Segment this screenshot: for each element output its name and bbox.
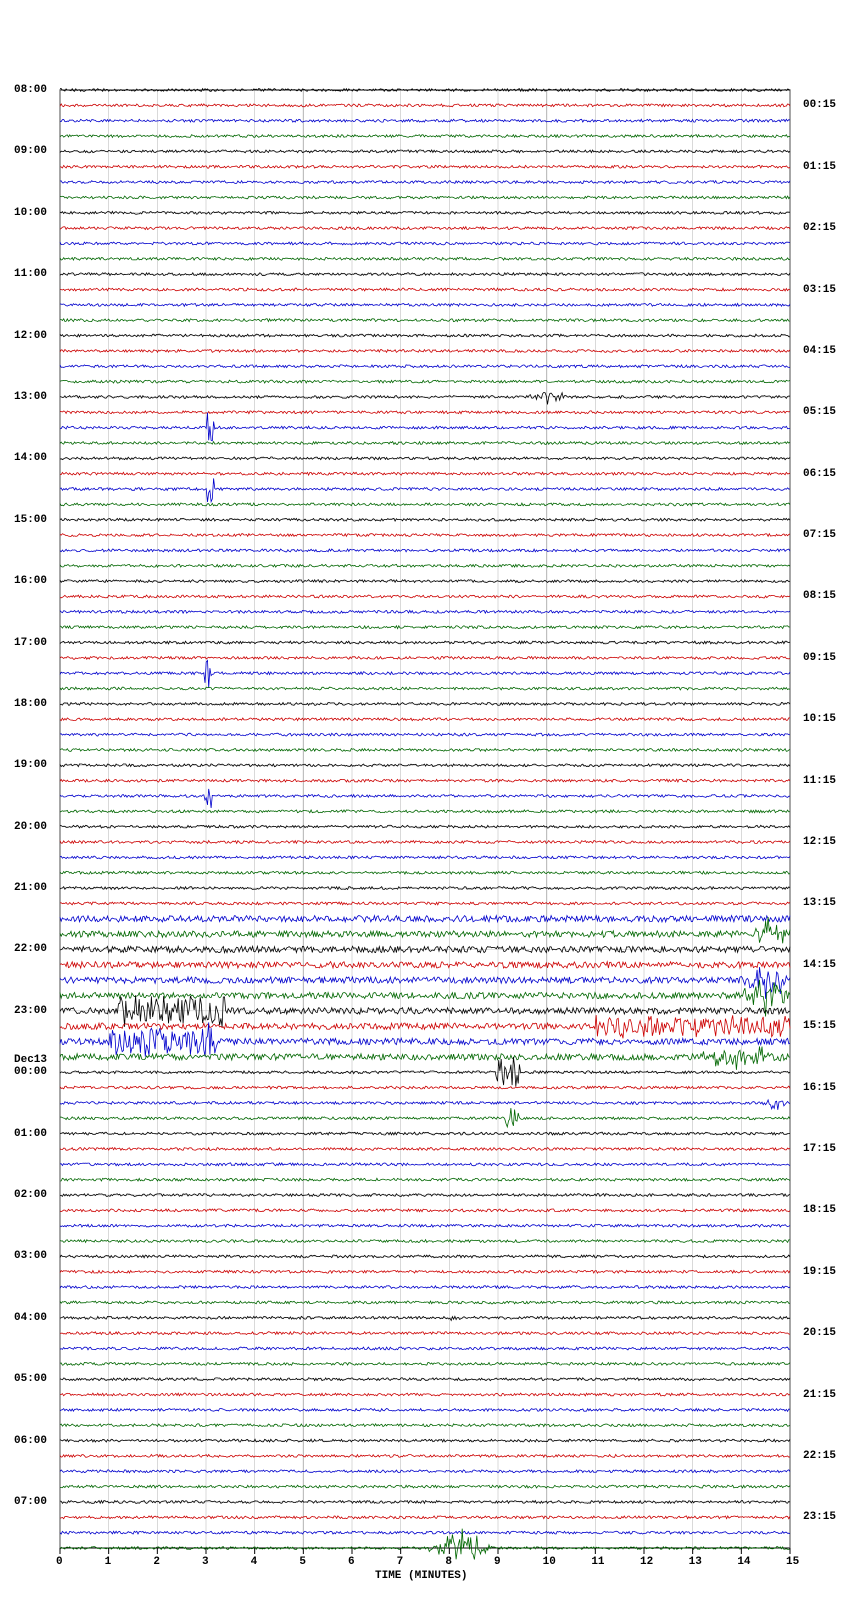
utc-hour-label: 14:00: [14, 452, 47, 464]
utc-hour-label: 02:00: [14, 1189, 47, 1201]
pst-hour-label: 22:15: [803, 1450, 836, 1462]
pst-hour-label: 03:15: [803, 284, 836, 296]
pst-hour-label: 12:15: [803, 836, 836, 848]
utc-hour-label: 21:00: [14, 882, 47, 894]
x-tick-label: 0: [56, 1556, 63, 1568]
utc-hour-label: 16:00: [14, 575, 47, 587]
pst-hour-label: 20:15: [803, 1327, 836, 1339]
utc-hour-label: 11:00: [14, 268, 47, 280]
x-tick-label: 4: [251, 1556, 258, 1568]
utc-hour-label: 18:00: [14, 698, 47, 710]
x-tick-label: 12: [640, 1556, 653, 1568]
x-tick-label: 15: [786, 1556, 799, 1568]
pst-hour-label: 19:15: [803, 1266, 836, 1278]
utc-hour-label: 22:00: [14, 943, 47, 955]
utc-hour-label: 17:00: [14, 637, 47, 649]
pst-hour-label: 06:15: [803, 468, 836, 480]
utc-hour-label: 08:00: [14, 84, 47, 96]
pst-hour-label: 23:15: [803, 1511, 836, 1523]
pst-hour-label: 11:15: [803, 775, 836, 787]
pst-hour-label: 16:15: [803, 1082, 836, 1094]
pst-hour-label: 14:15: [803, 959, 836, 971]
seismogram-plot: [0, 0, 850, 1613]
x-tick-label: 11: [591, 1556, 604, 1568]
utc-hour-label: 06:00: [14, 1435, 47, 1447]
utc-hour-label: 01:00: [14, 1128, 47, 1140]
midnight-date-label: Dec13: [14, 1054, 47, 1066]
utc-hour-label: 19:00: [14, 759, 47, 771]
x-tick-label: 14: [737, 1556, 750, 1568]
pst-hour-label: 15:15: [803, 1020, 836, 1032]
pst-hour-label: 08:15: [803, 590, 836, 602]
utc-hour-label: 05:00: [14, 1373, 47, 1385]
pst-hour-label: 01:15: [803, 161, 836, 173]
x-tick-label: 3: [202, 1556, 209, 1568]
utc-hour-label: 07:00: [14, 1496, 47, 1508]
utc-hour-label: 15:00: [14, 514, 47, 526]
utc-hour-label: 20:00: [14, 821, 47, 833]
utc-hour-label: 23:00: [14, 1005, 47, 1017]
pst-hour-label: 17:15: [803, 1143, 836, 1155]
pst-hour-label: 04:15: [803, 345, 836, 357]
utc-hour-label: 00:00: [14, 1066, 47, 1078]
x-tick-label: 7: [397, 1556, 404, 1568]
x-tick-label: 5: [299, 1556, 306, 1568]
x-tick-label: 6: [348, 1556, 355, 1568]
utc-hour-label: 04:00: [14, 1312, 47, 1324]
pst-hour-label: 13:15: [803, 897, 836, 909]
x-tick-label: 1: [105, 1556, 112, 1568]
pst-hour-label: 05:15: [803, 406, 836, 418]
pst-hour-label: 18:15: [803, 1204, 836, 1216]
utc-hour-label: 13:00: [14, 391, 47, 403]
x-tick-label: 8: [445, 1556, 452, 1568]
pst-hour-label: 09:15: [803, 652, 836, 664]
x-tick-label: 9: [494, 1556, 501, 1568]
utc-hour-label: 03:00: [14, 1250, 47, 1262]
pst-hour-label: 21:15: [803, 1389, 836, 1401]
utc-hour-label: 09:00: [14, 145, 47, 157]
pst-hour-label: 00:15: [803, 99, 836, 111]
pst-hour-label: 07:15: [803, 529, 836, 541]
x-tick-label: 10: [543, 1556, 556, 1568]
utc-hour-label: 12:00: [14, 330, 47, 342]
pst-hour-label: 10:15: [803, 713, 836, 725]
x-tick-label: 2: [153, 1556, 160, 1568]
utc-hour-label: 10:00: [14, 207, 47, 219]
x-tick-label: 13: [689, 1556, 702, 1568]
pst-hour-label: 02:15: [803, 222, 836, 234]
x-axis-title: TIME (MINUTES): [375, 1570, 467, 1582]
